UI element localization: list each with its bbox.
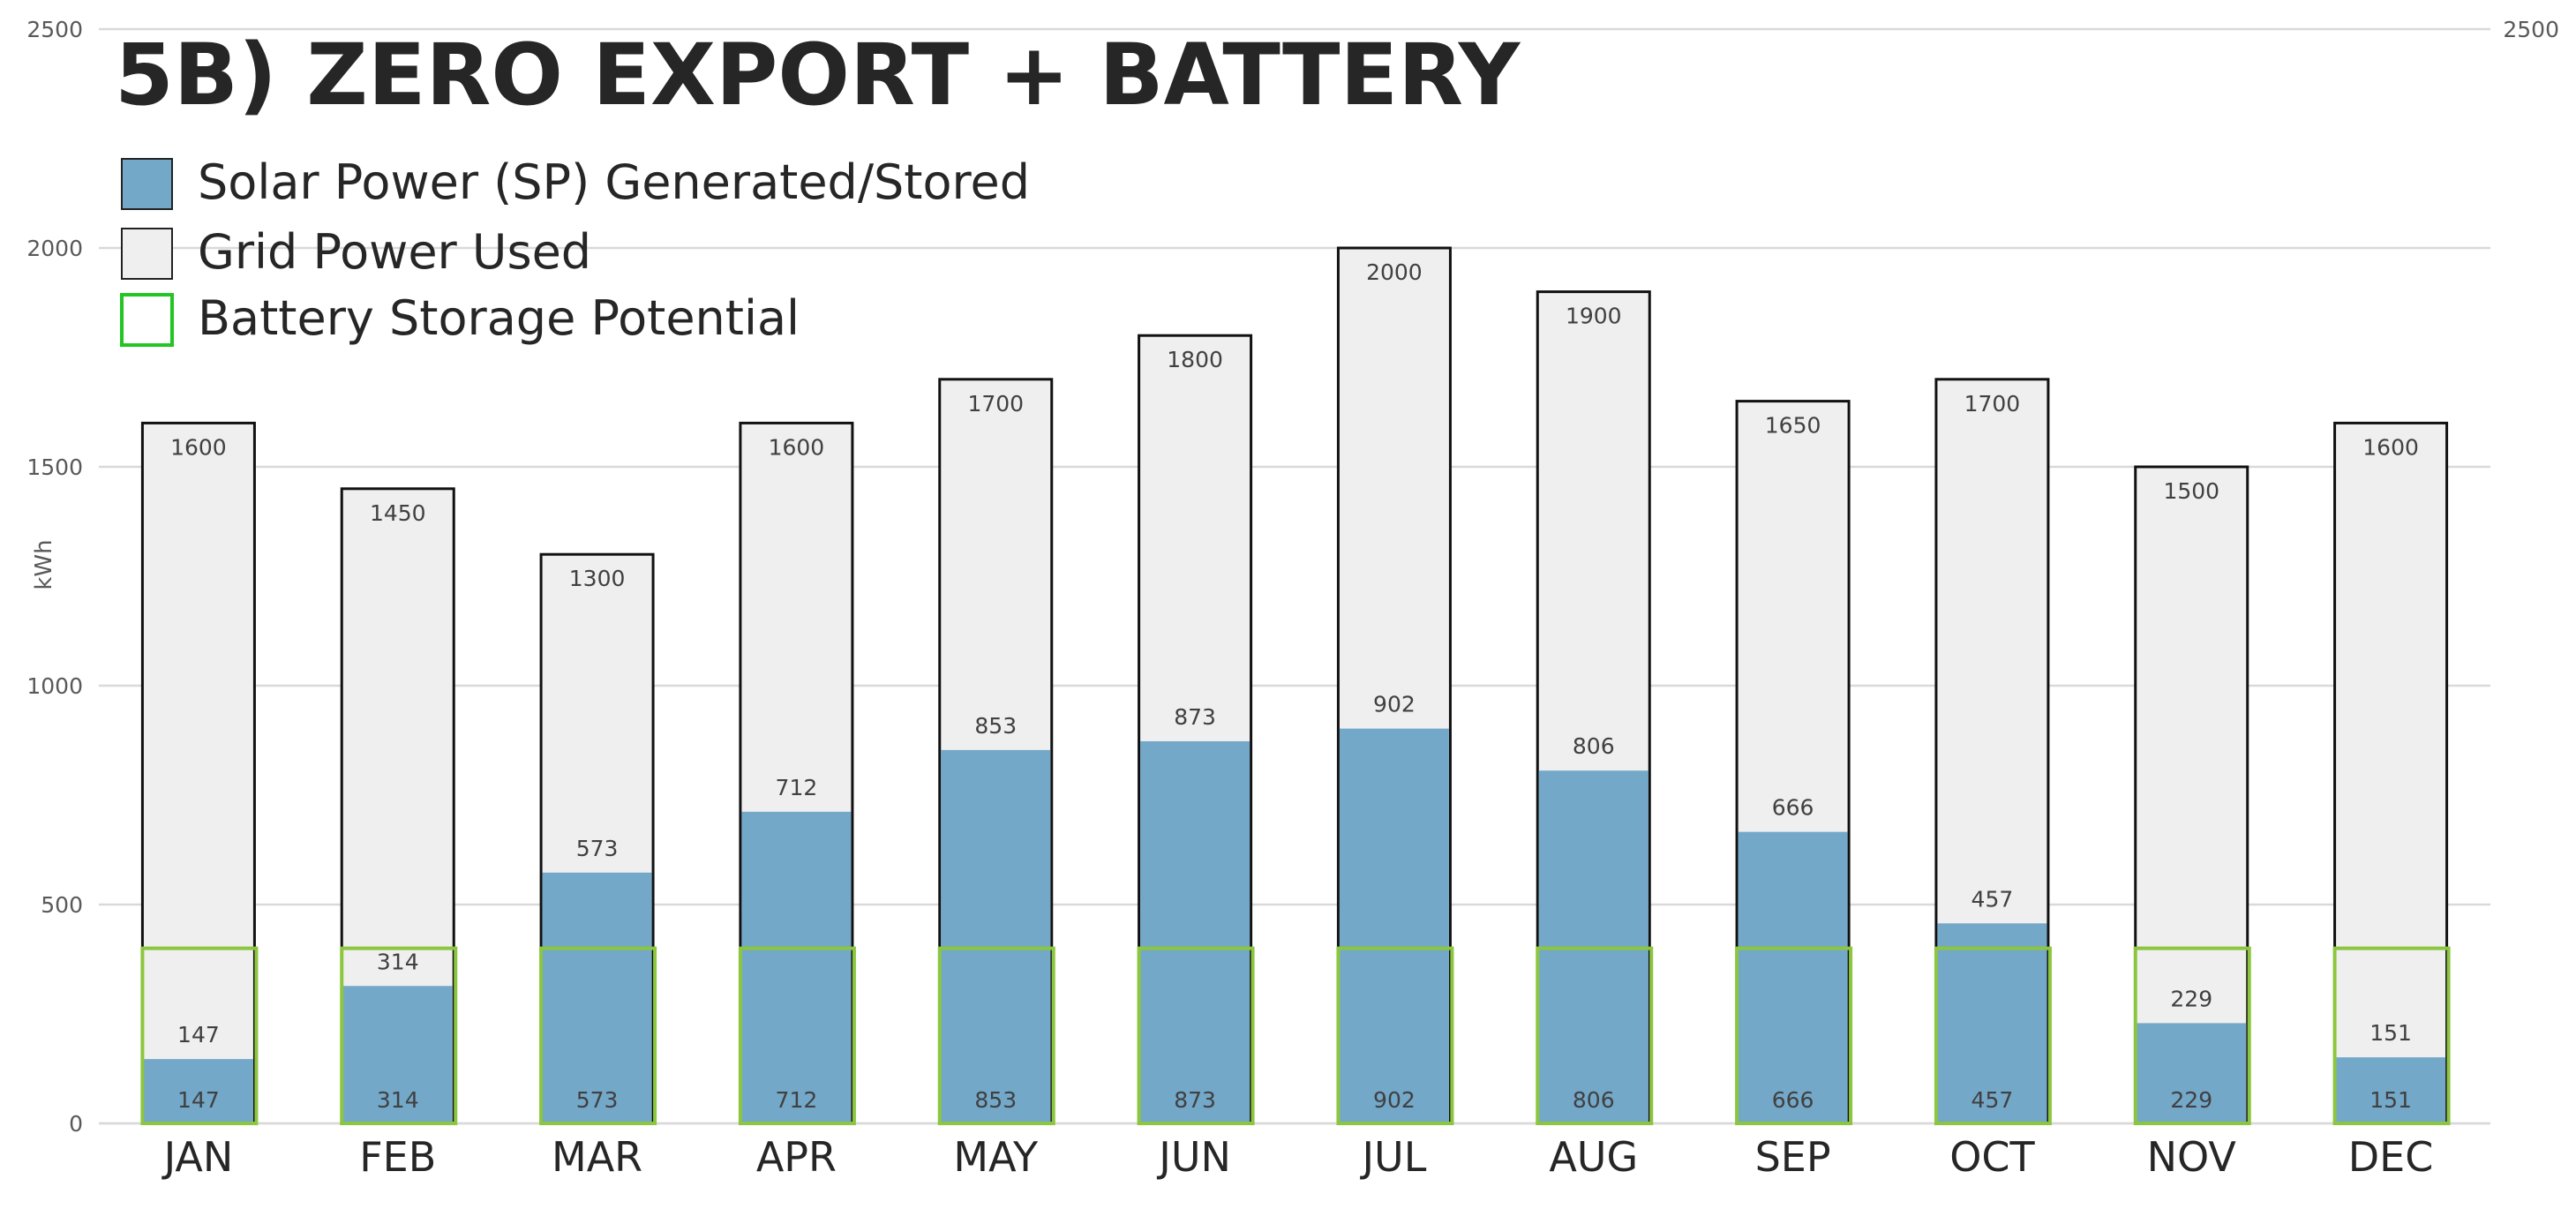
battery-box-oct [1934,946,2052,1125]
solar-label-may: 853 [974,713,1017,739]
solar-bar-jun [1140,740,1250,1123]
grid-label-jun: 1800 [1167,347,1223,372]
category-aug: AUG [1549,1133,1638,1181]
solar-label-feb: 314 [377,949,419,974]
battery-box-sep [1735,946,1853,1125]
category-oct: OCT [1949,1133,2035,1181]
grid-bar-jan [140,421,256,1125]
battery-box-dec [2332,946,2451,1125]
legend-label-2: Battery Storage Potential [198,290,800,346]
grid-label-jul: 2000 [1366,259,1423,285]
battery-box-mar [539,946,657,1125]
grid-label-may: 1700 [967,391,1024,417]
solar-bar-sep [1738,831,1848,1123]
category-mar: MAR [552,1133,642,1181]
battery-label-aug: 806 [1573,1087,1615,1113]
solar-bar-feb [342,986,453,1123]
legend-item-1: Grid Power Used [121,224,591,280]
battery-label-feb: 314 [377,1087,419,1113]
category-jul: JUL [1359,1133,1426,1181]
battery-label-nov: 229 [2170,1087,2212,1113]
battery-box-jul [1336,946,1454,1125]
grid-bar-dec [2333,421,2449,1125]
y-tick-0: 0 [69,1111,83,1137]
category-may: MAY [953,1133,1039,1181]
grid-label-aug: 1900 [1566,304,1622,329]
solar-bar-apr [741,811,852,1123]
battery-box-aug [1536,946,1654,1125]
battery-label-dec: 151 [2369,1087,2412,1113]
category-dec: DEC [2348,1133,2434,1181]
y-tick-right-2500: 2500 [2503,17,2559,42]
legend-label-1: Grid Power Used [198,224,591,280]
battery-label-jan: 147 [177,1087,220,1113]
battery-box-apr [738,946,856,1125]
legend-item-0: Solar Power (SP) Generated/Stored [121,154,1030,210]
battery-label-mar: 573 [576,1087,619,1113]
category-jun: JUN [1156,1133,1231,1181]
category-jan: JAN [161,1133,234,1181]
battery-box-may [937,946,1055,1125]
battery-label-sep: 666 [1772,1087,1814,1113]
grid-label-sep: 1650 [1765,413,1821,439]
y-tick-2500: 2500 [26,17,83,42]
y-tick-2000: 2000 [26,236,83,261]
solar-bar-jul [1339,728,1449,1123]
y-tick-500: 500 [41,892,83,918]
solar-label-nov: 229 [2170,986,2212,1011]
solar-label-apr: 712 [776,775,818,800]
legend-swatch-1 [121,228,173,280]
battery-box-jan [140,946,259,1125]
category-nov: NOV [2147,1133,2237,1181]
solar-label-dec: 151 [2369,1020,2412,1046]
solar-bar-nov [2137,1023,2247,1123]
chart-title: 5B) ZERO EXPORT + BATTERY [115,26,1521,124]
legend-label-0: Solar Power (SP) Generated/Stored [198,154,1030,210]
data-labels: 1600 147 147 1450 314 314 1300 573 573 1600 712 712… [170,259,2419,1113]
solar-bar-oct [1937,923,2047,1123]
solar-bar-dec [2336,1057,2446,1123]
legend-swatch-2 [120,293,174,347]
y-tick-1000: 1000 [26,673,83,699]
battery-box-nov [2133,946,2251,1125]
battery-label-apr: 712 [776,1087,818,1113]
x-axis-categories: JAN FEB MAR APR MAY JUN JUL AUG SEP OCT NOV DEC [161,1133,2434,1181]
grid-label-oct: 1700 [1964,391,2021,417]
y-axis-ticks: 0 500 1000 1500 2000 2500 2500 [26,17,2559,1137]
legend-item-2: Battery Storage Potential [120,290,800,347]
battery-box-jun [1137,946,1255,1125]
solar-label-sep: 666 [1772,795,1814,821]
battery-box-feb [340,946,458,1125]
solar-label-jan: 147 [177,1022,220,1048]
category-apr: APR [756,1133,837,1181]
category-sep: SEP [1755,1133,1831,1181]
grid-bar-nov [2134,465,2249,1125]
legend-swatch-0 [121,158,173,210]
grid-label-feb: 1450 [370,500,426,526]
battery-label-oct: 457 [1971,1087,2014,1113]
solar-label-mar: 573 [576,836,619,861]
grid-label-dec: 1600 [2362,434,2419,460]
solar-bar-mar [542,872,652,1123]
battery-label-jun: 873 [1174,1087,1216,1113]
y-axis-label: kWh [31,539,57,589]
solar-label-jul: 902 [1373,692,1416,717]
battery-label-jul: 902 [1373,1087,1416,1113]
grid-label-apr: 1600 [769,434,825,460]
grid-label-jan: 1600 [170,434,227,460]
legend: Solar Power (SP) Generated/Stored Grid Po… [120,154,1030,347]
solar-label-oct: 457 [1971,886,2014,912]
solar-label-aug: 806 [1573,733,1615,759]
grid-layer [99,27,2490,1125]
solar-label-jun: 873 [1174,704,1216,730]
solar-bar-jan [143,1059,253,1123]
y-tick-1500: 1500 [26,454,83,480]
battery-label-may: 853 [974,1087,1017,1113]
grid-label-nov: 1500 [2163,478,2219,504]
category-feb: FEB [359,1133,436,1181]
bars-layer [140,246,2451,1125]
solar-bar-may [941,749,1051,1123]
grid-label-mar: 1300 [569,566,626,591]
